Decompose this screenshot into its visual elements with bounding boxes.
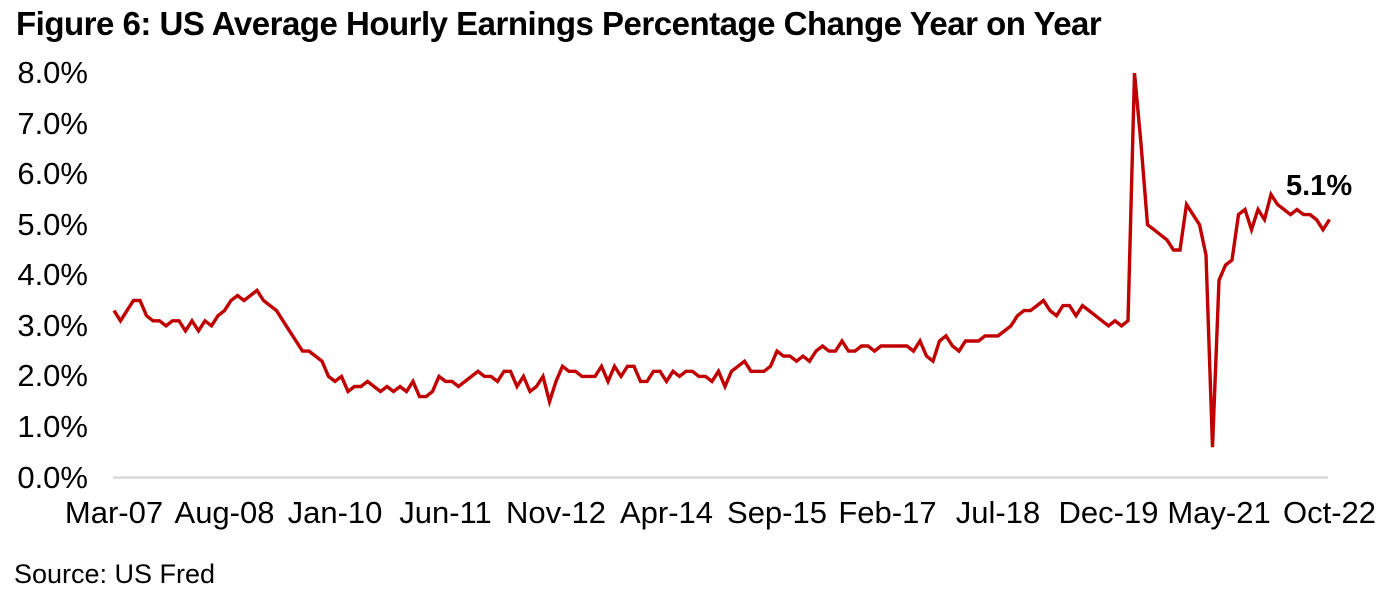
x-tick-label: Dec-19 bbox=[1058, 495, 1159, 530]
y-tick-label: 0.0% bbox=[17, 459, 88, 495]
y-tick-label: 6.0% bbox=[17, 156, 88, 192]
y-tick-label: 8.0% bbox=[17, 55, 88, 90]
x-tick-label: Aug-08 bbox=[174, 495, 275, 530]
y-tick-label: 1.0% bbox=[17, 408, 88, 444]
earnings-line bbox=[112, 72, 1331, 448]
y-tick-label: 5.0% bbox=[17, 206, 88, 242]
value-annotation: 5.1% bbox=[1286, 170, 1353, 202]
x-tick-label: Oct-22 bbox=[1282, 495, 1377, 530]
x-tick-label: Jun-11 bbox=[399, 495, 492, 530]
x-tick-label: Sep-15 bbox=[727, 495, 827, 530]
y-tick-label: 2.0% bbox=[17, 358, 88, 394]
y-tick-label: 7.0% bbox=[17, 105, 88, 141]
x-tick-label: May-21 bbox=[1167, 495, 1271, 530]
x-tick-label: Mar-07 bbox=[64, 495, 164, 530]
x-tick-label: Nov-12 bbox=[506, 495, 606, 530]
figure-title: Figure 6: US Average Hourly Earnings Per… bbox=[16, 5, 1102, 42]
y-tick-label: 3.0% bbox=[17, 307, 88, 343]
source-note: Source: US Fred bbox=[14, 559, 216, 589]
x-tick-label: Jul-18 bbox=[955, 495, 1041, 530]
x-tick-label: Feb-17 bbox=[838, 495, 937, 530]
y-tick-label: 4.0% bbox=[17, 257, 88, 293]
x-tick-label: Jan-10 bbox=[287, 495, 383, 530]
x-tick-label: Apr-14 bbox=[619, 495, 714, 530]
